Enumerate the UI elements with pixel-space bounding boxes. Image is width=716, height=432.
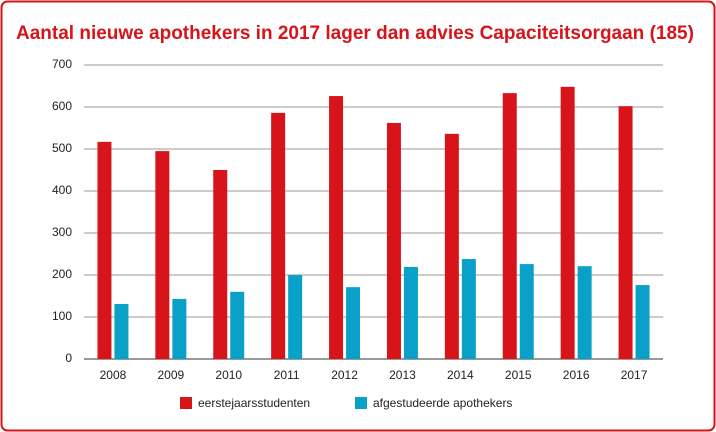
- bar: [155, 151, 170, 359]
- bar: [288, 275, 303, 359]
- bar: [386, 122, 401, 360]
- bar: [271, 112, 286, 359]
- bar: [403, 267, 418, 359]
- bar: [560, 86, 575, 359]
- x-tick-label: 2014: [447, 368, 474, 382]
- legend-swatch: [180, 397, 192, 409]
- y-tick-label: 400: [52, 183, 72, 197]
- chart-title: Aantal nieuwe apothekers in 2017 lager d…: [16, 23, 694, 44]
- bar: [230, 291, 245, 359]
- bar: [618, 106, 633, 359]
- bar: [346, 287, 361, 359]
- legend-swatch: [355, 397, 367, 409]
- x-tick-label: 2009: [157, 368, 184, 382]
- y-tick-label: 200: [52, 267, 72, 281]
- bar: [635, 285, 650, 359]
- y-tick-label: 0: [65, 351, 72, 365]
- x-tick-label: 2011: [274, 368, 300, 382]
- y-tick-label: 100: [52, 309, 72, 323]
- x-tick-label: 2010: [215, 368, 242, 382]
- bar: [172, 298, 187, 359]
- x-tick-label: 2016: [563, 368, 590, 382]
- y-tick-label: 600: [52, 99, 72, 113]
- bar: [444, 133, 459, 359]
- bar: [577, 266, 592, 359]
- legend-label: afgestudeerde apothekers: [373, 396, 512, 410]
- bar: [114, 303, 129, 359]
- bar: [97, 141, 112, 359]
- x-tick-label: 2013: [389, 368, 416, 382]
- legend-label: eerstejaarsstudenten: [198, 396, 310, 410]
- bar: [329, 96, 344, 359]
- x-tick-label: 2012: [331, 368, 358, 382]
- bar: [502, 93, 517, 359]
- y-tick-label: 500: [52, 141, 72, 155]
- bar: [213, 170, 228, 359]
- x-tick-label: 2015: [505, 368, 532, 382]
- x-tick-label: 2017: [621, 368, 648, 382]
- bar: [461, 259, 476, 359]
- bar: [519, 264, 534, 359]
- x-tick-label: 2008: [100, 368, 127, 382]
- y-tick-label: 300: [52, 225, 72, 239]
- y-tick-label: 700: [52, 57, 72, 71]
